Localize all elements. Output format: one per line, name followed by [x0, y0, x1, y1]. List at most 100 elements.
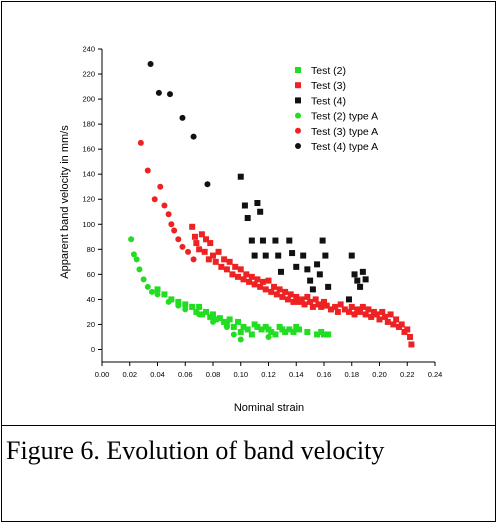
data-point — [251, 281, 258, 288]
data-point — [376, 316, 383, 323]
data-point — [254, 323, 261, 330]
data-point — [241, 202, 248, 209]
figure-caption: Figure 6. Evolution of band velocity — [6, 436, 385, 465]
data-point — [203, 308, 210, 315]
data-point — [390, 321, 397, 328]
data-point — [136, 266, 143, 273]
legend-label: Test (4) type A — [311, 141, 378, 153]
legend-marker — [295, 82, 301, 89]
data-point — [365, 306, 372, 313]
data-point — [268, 328, 275, 335]
data-point — [304, 328, 311, 335]
x-tick-label: 0.04 — [150, 370, 165, 379]
legend-label: Test (2) — [311, 65, 346, 77]
data-point — [321, 298, 327, 305]
data-point — [207, 240, 214, 247]
data-point — [321, 331, 327, 338]
data-point — [373, 311, 380, 318]
data-point — [205, 256, 212, 263]
series-0 — [154, 286, 332, 338]
data-point — [234, 318, 241, 325]
data-point — [171, 227, 178, 234]
data-point — [237, 336, 244, 343]
data-point — [345, 296, 352, 303]
data-point — [144, 167, 151, 174]
data-point — [185, 248, 192, 255]
data-point — [314, 331, 321, 338]
data-point — [165, 211, 172, 218]
data-point — [325, 283, 332, 290]
data-point — [259, 237, 266, 244]
data-point — [196, 303, 203, 310]
data-point — [277, 268, 284, 275]
data-point — [298, 296, 305, 303]
data-point — [237, 266, 244, 273]
series-4 — [137, 139, 197, 263]
data-point — [379, 308, 386, 315]
data-point — [334, 308, 341, 315]
data-point — [254, 199, 261, 206]
data-point — [287, 291, 294, 298]
data-point — [289, 250, 296, 257]
data-point — [262, 252, 269, 259]
data-point — [254, 276, 261, 283]
x-tick-label: 0.08 — [206, 370, 221, 379]
x-tick-label: 0.00 — [95, 370, 110, 379]
data-point — [258, 326, 265, 333]
data-point — [309, 286, 316, 293]
data-point — [368, 313, 375, 320]
data-point — [215, 248, 222, 255]
series-2 — [237, 173, 369, 303]
data-point — [216, 315, 223, 322]
data-point — [362, 276, 369, 283]
data-point — [279, 293, 286, 300]
y-tick-label: 240 — [82, 45, 95, 54]
data-point — [322, 252, 329, 259]
data-point — [147, 61, 154, 68]
data-point — [198, 231, 205, 238]
data-point — [307, 298, 314, 305]
data-point — [237, 328, 244, 335]
data-point — [190, 256, 197, 263]
data-point — [262, 286, 269, 293]
data-point — [229, 271, 236, 278]
data-point — [309, 303, 316, 310]
data-point — [348, 303, 355, 310]
data-point — [168, 221, 175, 228]
data-point — [175, 236, 182, 243]
data-point — [244, 215, 251, 222]
data-point — [175, 302, 182, 309]
data-point — [382, 313, 389, 320]
figure-caption-cell: Figure 6. Evolution of band velocity — [2, 426, 495, 521]
data-point — [218, 263, 225, 270]
data-point — [154, 291, 161, 298]
x-tick-label: 0.12 — [261, 370, 276, 379]
data-point — [332, 303, 339, 310]
data-point — [248, 273, 255, 280]
x-tick-label: 0.10 — [233, 370, 248, 379]
x-tick-label: 0.20 — [372, 370, 387, 379]
data-point — [221, 256, 228, 263]
data-point — [161, 202, 168, 209]
y-tick-label: 220 — [82, 70, 95, 79]
data-point — [323, 302, 330, 309]
data-point — [341, 306, 348, 313]
data-point — [284, 296, 291, 303]
data-point — [337, 301, 344, 308]
series-5 — [147, 61, 211, 188]
data-point — [359, 268, 366, 275]
y-tick-label: 200 — [82, 95, 95, 104]
data-point — [404, 326, 411, 333]
data-point — [182, 301, 189, 308]
data-point — [351, 311, 358, 318]
data-point — [304, 266, 311, 273]
data-point — [210, 252, 216, 259]
scatter-chart: 0.00 0.02 0.04 0.06 0.08 0.10 0.12 0.14 0.16 0.18… — [59, 45, 442, 415]
data-point — [251, 252, 258, 259]
data-point — [223, 266, 230, 273]
chart-points — [128, 61, 415, 348]
data-point — [348, 252, 355, 259]
data-point — [191, 233, 198, 240]
data-point — [316, 271, 323, 278]
data-point — [354, 277, 361, 284]
